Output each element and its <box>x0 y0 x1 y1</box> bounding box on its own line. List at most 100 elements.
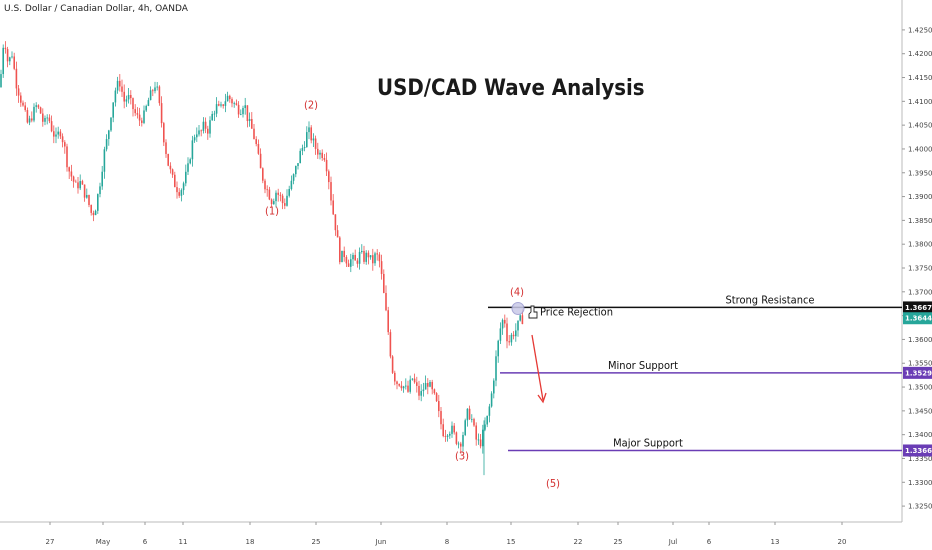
candle-body <box>108 130 110 140</box>
candle-body <box>411 378 414 380</box>
price-tick-label: 1.37000 <box>908 288 932 296</box>
time-tick-label: 13 <box>771 538 780 546</box>
candle-body <box>112 102 114 118</box>
candle-body <box>288 188 290 196</box>
candle-body <box>369 255 372 258</box>
candle-body <box>0 74 2 88</box>
candle-body <box>147 100 150 106</box>
major-support-label: Major Support <box>613 436 683 449</box>
candle-body <box>11 56 13 58</box>
candle-body <box>471 419 473 420</box>
candle-body <box>103 149 106 172</box>
candle-body <box>376 253 378 255</box>
candle-body <box>180 190 183 196</box>
candle-body <box>211 113 213 121</box>
symbol-header: U.S. Dollar / Canadian Dollar, 4h, OANDA <box>4 4 188 14</box>
candle-body <box>77 182 79 189</box>
candle-body <box>94 210 97 216</box>
candle-body <box>255 139 257 145</box>
time-tick-label: Jul <box>668 538 678 546</box>
candle-body <box>292 174 295 181</box>
candle-body <box>482 429 484 447</box>
time-tick-label: 22 <box>574 538 583 546</box>
minor-support-price-badge-text: 1.35298 <box>905 369 932 377</box>
candle-body <box>277 192 279 195</box>
candle-body <box>501 319 504 329</box>
price-tick-label: 1.40500 <box>908 122 932 130</box>
candle-body <box>512 334 515 337</box>
major-support-price-badge-text: 1.33668 <box>905 447 932 455</box>
candle-body <box>152 90 154 92</box>
candle-body <box>167 153 169 166</box>
candle-body <box>9 57 11 62</box>
candle-body <box>352 254 354 260</box>
candle-body <box>517 320 519 331</box>
candle-body <box>387 310 389 333</box>
candle-body <box>378 254 381 262</box>
time-tick-label: 25 <box>312 538 321 546</box>
candle-body <box>116 80 119 91</box>
price-tick-label: 1.37500 <box>908 265 932 273</box>
minor-support-label: Minor Support <box>608 359 678 372</box>
minor-support-price-badge <box>903 366 932 379</box>
candle-body <box>235 103 238 105</box>
candle-body <box>317 148 319 155</box>
candle-body <box>345 257 348 264</box>
candle-body <box>510 334 513 343</box>
candle-body <box>138 114 141 121</box>
candle-body <box>75 181 77 183</box>
chart-title: USD/CAD Wave Analysis <box>377 76 645 101</box>
candle-body <box>244 105 246 109</box>
candle-body <box>396 381 398 384</box>
candle-body <box>446 435 449 437</box>
candle-body <box>22 102 24 106</box>
candle-body <box>336 230 339 238</box>
candle-body <box>383 273 385 293</box>
candle-body <box>493 380 495 394</box>
candle-body <box>81 181 84 185</box>
candle-body <box>141 120 143 123</box>
candle-body <box>391 356 394 373</box>
price-tick-label: 1.39500 <box>908 169 932 177</box>
candle-body <box>427 382 429 387</box>
time-tick-label: 8 <box>445 538 449 546</box>
candle-body <box>457 443 460 445</box>
candle-body <box>301 148 304 151</box>
time-tick-label: 18 <box>246 538 255 546</box>
candle-body <box>266 189 268 191</box>
candle-body <box>88 195 90 205</box>
time-tick-label: 11 <box>179 538 188 546</box>
candle-body <box>99 186 101 195</box>
candle-body <box>101 171 103 187</box>
candle-body <box>193 137 196 141</box>
strong-resistance-price-badge-text: 1.36672 <box>905 304 932 312</box>
candle-body <box>125 99 128 102</box>
candle-body <box>253 128 255 140</box>
candle-body <box>488 406 491 416</box>
candle-body <box>200 130 202 132</box>
candle-body <box>185 171 187 184</box>
time-tick-label: 15 <box>507 538 516 546</box>
candle-body <box>475 425 477 440</box>
candle-body <box>57 131 59 135</box>
candle-body <box>264 180 266 190</box>
candle-body <box>202 121 205 131</box>
candle-body <box>497 340 499 357</box>
candle-body <box>143 110 145 123</box>
candle-body <box>248 119 251 122</box>
candle-body <box>398 383 400 386</box>
candle-body <box>39 107 42 114</box>
candle-body <box>332 200 334 215</box>
candle-body <box>171 169 174 175</box>
candle-body <box>233 103 235 105</box>
candle-body <box>367 252 370 258</box>
wave-label: (1) <box>265 205 279 218</box>
candle-body <box>169 165 172 170</box>
candle-body <box>385 292 387 311</box>
candle-body <box>504 319 506 324</box>
candle-body <box>33 106 35 121</box>
candle-body <box>240 114 242 115</box>
price-tick-label: 1.33500 <box>908 455 932 463</box>
candle-body <box>270 199 273 205</box>
